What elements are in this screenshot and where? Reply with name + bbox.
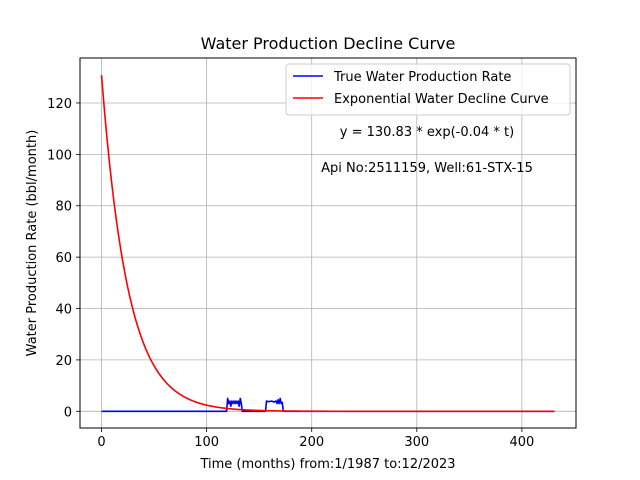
y-tick-label: 120 (47, 97, 72, 112)
series-layer (100, 75, 555, 413)
legend: True Water Production Rate Exponential W… (285, 63, 571, 116)
x-tick-label: 0 (97, 435, 105, 450)
series-line-true-water-rate (101, 397, 555, 413)
chart-title: Water Production Decline Curve (201, 34, 456, 53)
plot-frame (79, 57, 577, 429)
legend-box (285, 63, 571, 116)
equation-annotation: y = 130.83 * exp(-0.04 * t) (340, 125, 514, 140)
x-axis-label: Time (months) from:1/1987 to:12/2023 (199, 457, 455, 472)
x-tick-label: 400 (509, 435, 534, 450)
series-line-exponential-decline (100, 75, 555, 413)
legend-label-true-rate: True Water Production Rate (333, 70, 511, 85)
y-tick-label: 40 (55, 303, 72, 318)
y-axis-label: Water Production Rate (bbl/month) (25, 130, 40, 357)
y-tick-label: 0 (64, 405, 72, 420)
grid (80, 58, 576, 428)
legend-label-decline-curve: Exponential Water Decline Curve (334, 92, 549, 107)
ticks: 0 100 200 300 400 0 20 40 60 80 100 120 (47, 97, 534, 450)
well-annotation: Api No:2511159, Well:61-STX-15 (321, 161, 533, 176)
y-tick-label: 100 (47, 148, 72, 163)
x-tick-label: 100 (194, 435, 219, 450)
x-tick-label: 200 (299, 435, 324, 450)
x-tick-label: 300 (404, 435, 429, 450)
y-tick-label: 60 (55, 251, 72, 266)
y-tick-label: 80 (55, 200, 72, 215)
y-tick-label: 20 (55, 354, 72, 369)
